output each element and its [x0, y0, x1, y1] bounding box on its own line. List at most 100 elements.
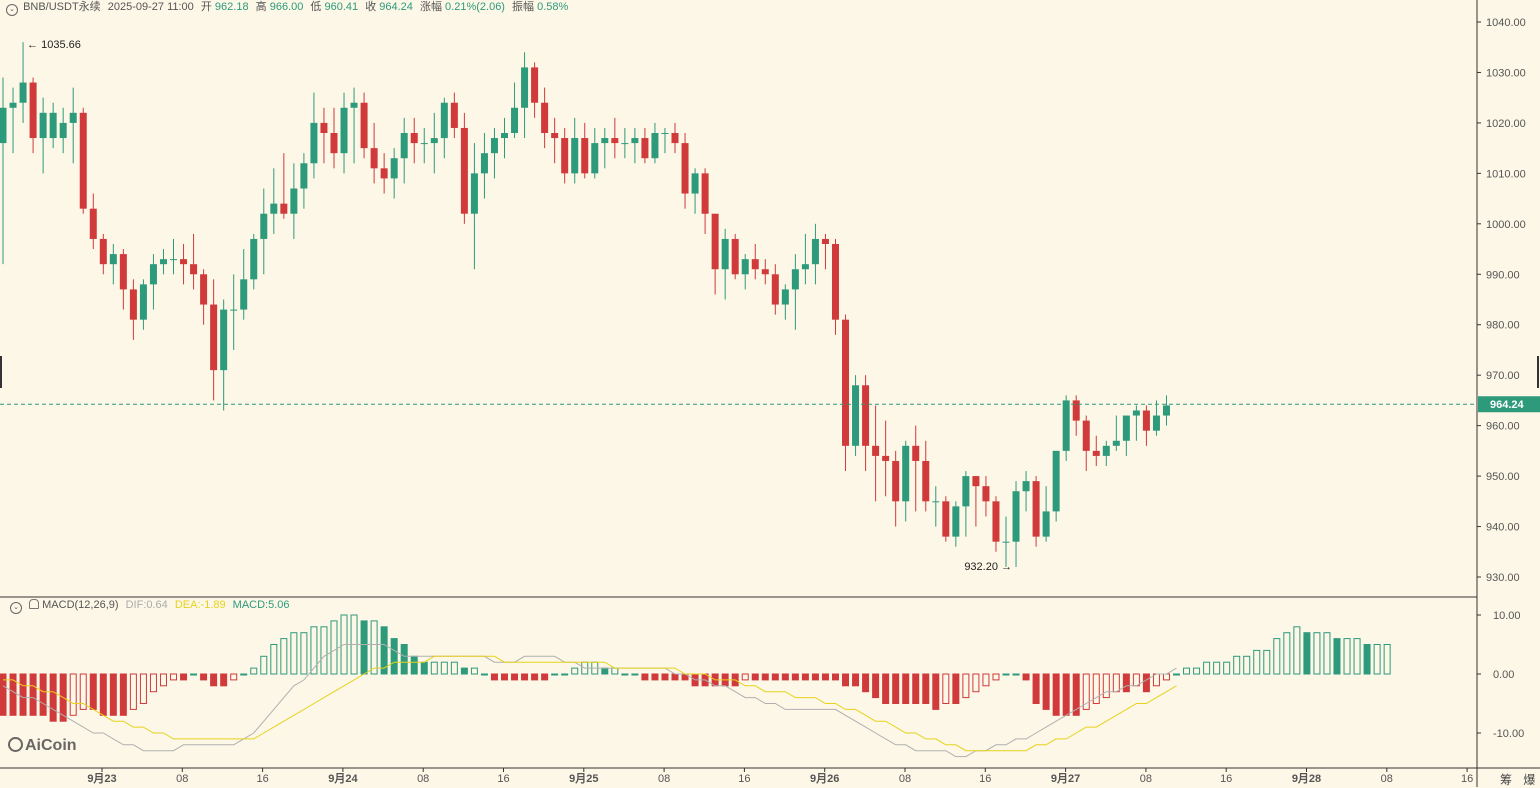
macd-histogram-bar [761, 673, 769, 681]
candle [741, 254, 749, 290]
candle [982, 476, 990, 517]
candle-body [290, 188, 298, 214]
candle [390, 148, 398, 199]
candle [1022, 471, 1030, 512]
candle [410, 117, 418, 164]
candle [280, 153, 288, 219]
change-value: 0.21%(2.06) [445, 1, 505, 13]
price-tick-label: 950.00 [1486, 471, 1520, 483]
time-tick-label: 9月26 [810, 772, 839, 785]
macd-histogram-bar [1313, 632, 1321, 675]
candle [821, 233, 829, 270]
candle-body [170, 259, 178, 261]
candle [922, 440, 930, 512]
macd-histogram-bar [280, 638, 288, 675]
price-tick-label: 1020.00 [1486, 118, 1526, 130]
macd-histogram-bar [671, 673, 679, 681]
candle-body [862, 385, 870, 446]
candle-body [280, 203, 288, 214]
candle [330, 107, 338, 169]
macd-histogram-bar [1213, 661, 1221, 675]
price-tick-label: 990.00 [1486, 269, 1520, 281]
candle [9, 87, 17, 154]
macd-histogram-bar [661, 673, 669, 681]
candle-body [250, 238, 258, 280]
candle [450, 92, 458, 139]
candle-body [470, 173, 478, 214]
candle [1062, 395, 1070, 461]
candle [1042, 486, 1050, 542]
change-label: 涨幅 [419, 1, 442, 13]
candle-body [902, 445, 910, 502]
macd-histogram-bar [962, 673, 970, 699]
macd-histogram-bar [240, 673, 248, 676]
time-tick-label: 16 [497, 773, 509, 785]
alert-bell-icon[interactable] [29, 599, 40, 609]
candle [49, 102, 57, 149]
price-tick-label: 930.00 [1486, 572, 1520, 584]
macd-histogram-bar [952, 673, 960, 704]
candle-body [912, 445, 920, 461]
candle-body [410, 133, 418, 144]
macd-histogram-bar [1162, 673, 1170, 681]
candle [852, 375, 860, 456]
price-tick-label: 1040.00 [1486, 17, 1526, 29]
candle [761, 259, 769, 285]
left-drag-handle[interactable] [0, 356, 2, 388]
time-tick-label: 16 [256, 773, 268, 785]
price-tick-label: 960.00 [1486, 421, 1520, 433]
macd-histogram-bar [330, 620, 338, 675]
candle [561, 127, 569, 184]
candle [1002, 516, 1010, 567]
candle [480, 133, 488, 199]
candle-body [440, 102, 448, 139]
macd-histogram-bar [1363, 644, 1371, 675]
macd-histogram-bar [922, 673, 930, 704]
candle [129, 279, 137, 340]
close-value: 964.24 [379, 1, 413, 13]
candle [230, 274, 238, 350]
candle [490, 127, 498, 179]
macd-histogram-bar [1002, 673, 1010, 676]
candle [79, 107, 87, 214]
candle-body [260, 213, 268, 239]
liquidation-button[interactable]: 爆 [1523, 773, 1536, 787]
time-tick-label: 9月28 [1292, 772, 1321, 785]
bar-datetime: 2025-09-27 11:00 [107, 1, 194, 13]
macd-histogram-bar [1102, 673, 1110, 699]
candle [711, 213, 719, 295]
macd-histogram-bar [1323, 632, 1331, 675]
macd-tick-label: -10.00 [1493, 728, 1524, 740]
candle-body [671, 133, 679, 144]
chips-button[interactable]: 筹 [1500, 773, 1513, 787]
macd-name: MACD(12,26,9) [42, 599, 119, 611]
macd-histogram-bar [370, 620, 378, 675]
time-tick-label: 9月27 [1051, 772, 1080, 785]
macd-collapse-icon[interactable]: ⌄ [10, 602, 22, 614]
candle-body [1002, 541, 1010, 543]
candle [370, 122, 378, 184]
macd-histogram-bar [751, 673, 759, 681]
macd-histogram-bar [511, 673, 519, 681]
price-tick-label: 1000.00 [1486, 219, 1526, 231]
macd-histogram-bar [310, 626, 318, 675]
candle-body [801, 264, 809, 270]
candle [290, 163, 298, 239]
candle-body [1142, 410, 1150, 431]
candle-body [129, 289, 137, 320]
collapse-icon[interactable]: ⌄ [6, 4, 18, 16]
candle [621, 127, 629, 159]
macd-histogram-bar [1042, 673, 1050, 710]
right-drag-handle[interactable] [1537, 356, 1539, 388]
candle [962, 471, 970, 537]
candle [771, 264, 779, 315]
macd-histogram-bar [872, 673, 880, 699]
candle [781, 284, 789, 320]
candle [430, 112, 438, 174]
candle-body [49, 112, 57, 139]
annotations-layer: 964.24 ← 1035.66 932.20 → [0, 39, 1540, 573]
macd-histogram-bar [1122, 673, 1130, 693]
candle-body [1012, 491, 1020, 542]
